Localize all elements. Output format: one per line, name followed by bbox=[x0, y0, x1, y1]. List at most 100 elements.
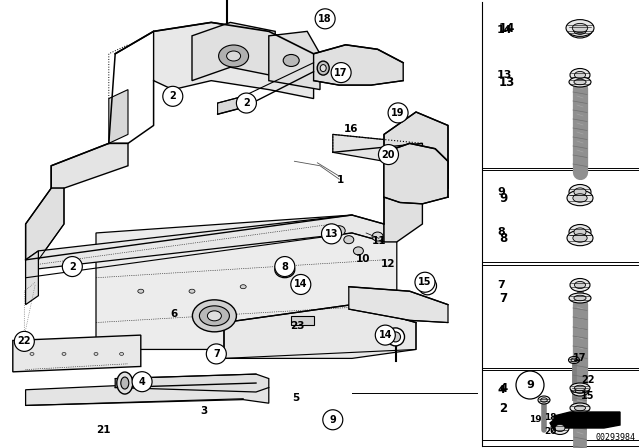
Polygon shape bbox=[384, 179, 422, 242]
Ellipse shape bbox=[138, 289, 144, 293]
Text: 22: 22 bbox=[581, 375, 595, 385]
Ellipse shape bbox=[569, 293, 591, 303]
Polygon shape bbox=[109, 90, 128, 143]
Ellipse shape bbox=[574, 295, 586, 301]
Polygon shape bbox=[314, 45, 403, 85]
Ellipse shape bbox=[280, 266, 290, 274]
Text: 6: 6 bbox=[170, 310, 178, 319]
Ellipse shape bbox=[353, 247, 364, 255]
Ellipse shape bbox=[120, 353, 124, 355]
Ellipse shape bbox=[569, 77, 591, 87]
Ellipse shape bbox=[572, 23, 588, 33]
Polygon shape bbox=[192, 22, 275, 81]
Text: 15: 15 bbox=[581, 391, 595, 401]
Ellipse shape bbox=[575, 281, 586, 289]
Text: 13: 13 bbox=[324, 229, 339, 239]
Circle shape bbox=[236, 93, 257, 113]
Text: 5: 5 bbox=[292, 393, 300, 403]
Circle shape bbox=[378, 145, 399, 164]
Text: 22: 22 bbox=[17, 336, 31, 346]
Polygon shape bbox=[384, 143, 448, 204]
Polygon shape bbox=[154, 22, 314, 99]
Ellipse shape bbox=[419, 277, 436, 295]
Text: 2: 2 bbox=[170, 91, 176, 101]
Ellipse shape bbox=[219, 45, 248, 67]
Text: 11: 11 bbox=[372, 236, 386, 246]
Ellipse shape bbox=[387, 328, 404, 346]
Text: 23: 23 bbox=[290, 321, 304, 331]
Ellipse shape bbox=[121, 377, 129, 389]
Circle shape bbox=[14, 332, 35, 351]
Text: 8: 8 bbox=[499, 232, 508, 245]
Polygon shape bbox=[269, 31, 320, 90]
Polygon shape bbox=[26, 251, 38, 305]
Polygon shape bbox=[291, 316, 314, 325]
Text: 14: 14 bbox=[497, 25, 513, 35]
Text: 17: 17 bbox=[573, 353, 587, 363]
Text: 4: 4 bbox=[497, 385, 505, 395]
Text: 2: 2 bbox=[499, 401, 507, 414]
Ellipse shape bbox=[240, 285, 246, 289]
Circle shape bbox=[375, 325, 396, 345]
Ellipse shape bbox=[570, 279, 590, 292]
Circle shape bbox=[291, 275, 311, 294]
Text: 20: 20 bbox=[544, 427, 556, 436]
Ellipse shape bbox=[566, 20, 594, 36]
Text: 14: 14 bbox=[294, 280, 308, 289]
Polygon shape bbox=[384, 112, 448, 202]
Text: 9: 9 bbox=[330, 415, 336, 425]
Ellipse shape bbox=[423, 281, 432, 290]
Text: 7: 7 bbox=[497, 280, 505, 290]
Ellipse shape bbox=[570, 403, 590, 413]
Ellipse shape bbox=[30, 353, 34, 355]
Ellipse shape bbox=[541, 398, 547, 402]
Ellipse shape bbox=[372, 232, 383, 241]
Circle shape bbox=[321, 224, 342, 244]
Text: 8: 8 bbox=[282, 262, 288, 271]
Ellipse shape bbox=[200, 306, 229, 326]
Ellipse shape bbox=[62, 353, 66, 355]
Ellipse shape bbox=[569, 185, 591, 199]
Text: 7: 7 bbox=[499, 292, 507, 305]
Text: 18: 18 bbox=[318, 14, 332, 24]
Ellipse shape bbox=[390, 332, 401, 342]
Text: 1: 1 bbox=[337, 175, 344, 185]
Text: 14: 14 bbox=[499, 22, 515, 34]
Ellipse shape bbox=[570, 69, 590, 82]
Ellipse shape bbox=[189, 289, 195, 293]
Text: 10: 10 bbox=[356, 254, 370, 264]
Ellipse shape bbox=[569, 224, 591, 240]
Ellipse shape bbox=[571, 358, 577, 362]
Ellipse shape bbox=[117, 372, 133, 394]
Ellipse shape bbox=[344, 236, 354, 244]
Polygon shape bbox=[26, 215, 384, 278]
Polygon shape bbox=[51, 143, 128, 188]
Text: 9: 9 bbox=[499, 191, 508, 204]
Ellipse shape bbox=[575, 71, 586, 78]
Ellipse shape bbox=[570, 383, 590, 393]
Ellipse shape bbox=[571, 384, 589, 396]
Text: 14: 14 bbox=[378, 330, 392, 340]
Circle shape bbox=[323, 410, 343, 430]
Polygon shape bbox=[26, 380, 269, 405]
Text: 16: 16 bbox=[344, 124, 358, 134]
Ellipse shape bbox=[574, 188, 586, 196]
Text: 4: 4 bbox=[139, 377, 145, 387]
Ellipse shape bbox=[333, 226, 345, 236]
Circle shape bbox=[516, 371, 544, 399]
Text: 15: 15 bbox=[418, 277, 432, 287]
Polygon shape bbox=[349, 287, 448, 323]
Polygon shape bbox=[115, 374, 269, 392]
Polygon shape bbox=[96, 215, 397, 349]
Circle shape bbox=[315, 9, 335, 29]
Ellipse shape bbox=[227, 51, 241, 61]
Text: 8: 8 bbox=[497, 227, 505, 237]
Ellipse shape bbox=[317, 61, 329, 75]
Ellipse shape bbox=[320, 65, 326, 72]
Polygon shape bbox=[13, 335, 141, 372]
Ellipse shape bbox=[574, 228, 586, 236]
Text: 18: 18 bbox=[544, 414, 556, 422]
Circle shape bbox=[206, 344, 227, 364]
Ellipse shape bbox=[575, 385, 586, 391]
Polygon shape bbox=[550, 418, 560, 430]
